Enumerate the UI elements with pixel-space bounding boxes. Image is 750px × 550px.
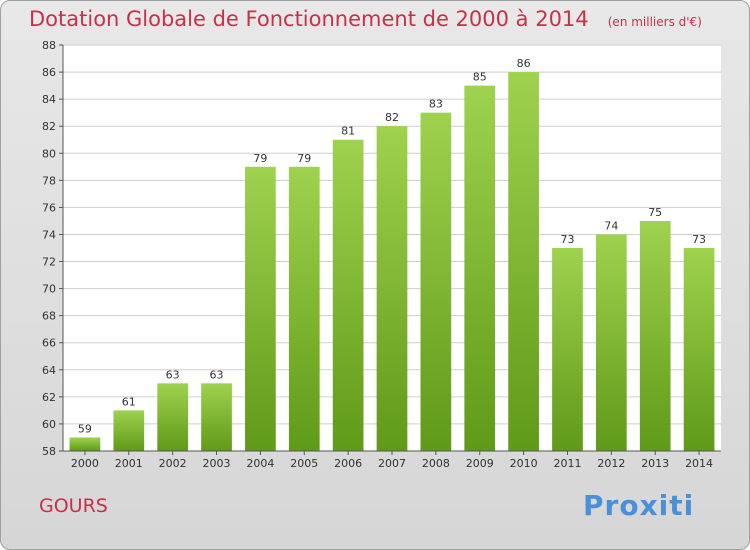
bar <box>69 437 101 451</box>
bar-value-label: 79 <box>297 152 311 165</box>
x-tick-label: 2004 <box>246 457 274 470</box>
bar-value-label: 86 <box>517 57 531 70</box>
chart-title: Dotation Globale de Fonctionnement de 20… <box>29 7 589 31</box>
bar-value-label: 85 <box>473 71 487 84</box>
x-tick-label: 2007 <box>378 457 406 470</box>
y-tick-label: 84 <box>42 93 56 106</box>
y-tick-label: 72 <box>42 256 56 269</box>
y-tick-label: 66 <box>42 337 56 350</box>
bar-value-label: 61 <box>122 395 136 408</box>
x-tick-label: 2008 <box>422 457 450 470</box>
y-tick-label: 64 <box>42 364 56 377</box>
y-tick-label: 80 <box>42 147 56 160</box>
x-tick-label: 2009 <box>466 457 494 470</box>
bar-value-label: 59 <box>78 422 92 435</box>
y-tick-label: 68 <box>42 310 56 323</box>
x-tick-label: 2001 <box>115 457 143 470</box>
x-tick-label: 2005 <box>290 457 318 470</box>
bar-value-label: 79 <box>253 152 267 165</box>
x-tick-label: 2013 <box>641 457 669 470</box>
bar-value-label: 73 <box>692 233 706 246</box>
x-tick-label: 2002 <box>159 457 187 470</box>
unit-note: (en milliers d'€) <box>607 15 702 29</box>
bar-value-label: 82 <box>385 111 399 124</box>
place-name: GOURS <box>39 495 108 517</box>
x-tick-label: 2003 <box>203 457 231 470</box>
y-tick-label: 74 <box>42 228 56 241</box>
y-tick-label: 86 <box>42 66 56 79</box>
y-tick-label: 62 <box>42 391 56 404</box>
x-tick-label: 2011 <box>553 457 581 470</box>
bar-value-label: 73 <box>560 233 574 246</box>
y-tick-label: 82 <box>42 120 56 133</box>
bar <box>113 410 145 451</box>
x-tick-label: 2000 <box>71 457 99 470</box>
bar <box>245 166 276 452</box>
bar <box>683 248 715 451</box>
bar <box>157 383 189 451</box>
bar <box>376 126 408 451</box>
y-tick-label: 58 <box>42 445 56 458</box>
bar <box>332 139 364 451</box>
chart-title-block: Dotation Globale de Fonctionnement de 20… <box>29 7 702 31</box>
bar-value-label: 81 <box>341 125 355 138</box>
bar <box>464 85 496 451</box>
x-tick-label: 2010 <box>510 457 538 470</box>
bar-value-label: 75 <box>648 206 662 219</box>
y-tick-label: 70 <box>42 283 56 296</box>
y-tick-label: 60 <box>42 418 56 431</box>
bar-value-label: 74 <box>604 219 618 232</box>
bar <box>201 383 232 451</box>
bar <box>420 112 452 452</box>
bar <box>508 72 539 452</box>
y-tick-label: 76 <box>42 201 56 214</box>
x-tick-label: 2006 <box>334 457 362 470</box>
bar <box>288 166 320 452</box>
bar-value-label: 63 <box>210 368 224 381</box>
y-tick-label: 88 <box>42 39 56 52</box>
bar-value-label: 83 <box>429 98 443 111</box>
x-tick-label: 2012 <box>597 457 625 470</box>
x-tick-label: 2014 <box>685 457 713 470</box>
y-tick-label: 78 <box>42 174 56 187</box>
bar <box>552 248 583 451</box>
bar-value-label: 63 <box>166 368 180 381</box>
proxiti-logo: Proxiti <box>583 489 695 522</box>
bar <box>595 234 627 451</box>
bar <box>639 220 671 451</box>
